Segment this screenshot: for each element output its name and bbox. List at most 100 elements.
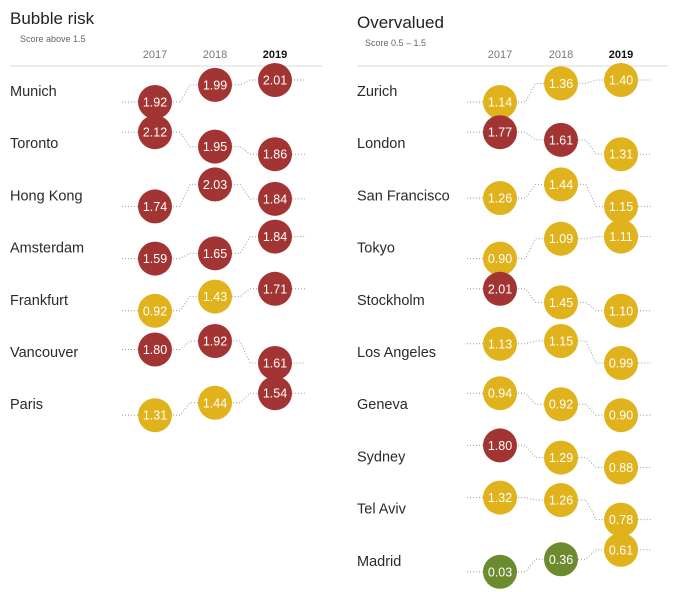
city-label: Hong Kong — [10, 188, 83, 204]
score-label: 1.71 — [263, 282, 287, 296]
score-bubble — [604, 532, 638, 567]
score-label: 1.14 — [488, 96, 512, 110]
score-label: 0.99 — [609, 357, 633, 371]
score-label: 1.44 — [203, 396, 227, 410]
score-label: 0.94 — [488, 387, 512, 401]
score-label: 1.99 — [203, 78, 227, 92]
score-label: 1.84 — [263, 192, 287, 206]
score-label: 2.01 — [488, 282, 512, 296]
score-bubble — [483, 181, 517, 216]
score-label: 1.84 — [263, 230, 287, 244]
score-label: 1.61 — [549, 133, 573, 147]
city-label: Frankfurt — [10, 293, 68, 309]
score-label: 0.61 — [609, 543, 633, 557]
row-toronto: Toronto 2.12 1.95 1.86 — [10, 115, 305, 172]
score-label: 1.61 — [263, 357, 287, 371]
score-label: 1.44 — [549, 178, 573, 192]
score-bubble — [483, 326, 517, 361]
row-los-angeles: Los Angeles 1.13 1.15 0.99 — [357, 324, 651, 380]
score-label: 0.92 — [143, 304, 167, 318]
score-label: 1.09 — [549, 232, 573, 246]
score-bubble — [604, 450, 638, 485]
score-label: 2.03 — [203, 178, 227, 192]
score-label: 1.45 — [549, 296, 573, 310]
city-label: Madrid — [357, 554, 401, 570]
year-label-2017: 2017 — [143, 49, 167, 61]
score-label: 1.77 — [488, 126, 512, 140]
score-bubble — [604, 346, 638, 380]
score-label: 1.31 — [609, 148, 633, 162]
score-bubble — [198, 324, 232, 358]
city-label: Vancouver — [10, 345, 78, 361]
row-madrid: Madrid 0.03 0.36 0.61 — [357, 532, 651, 589]
score-label: 1.15 — [549, 335, 573, 349]
score-bubble — [544, 483, 578, 518]
score-bubble — [258, 63, 292, 97]
score-bubble — [604, 398, 638, 433]
score-label: 1.36 — [549, 77, 573, 91]
score-bubble — [483, 376, 517, 411]
score-label: 1.15 — [609, 200, 633, 214]
score-bubble — [544, 542, 578, 577]
panel-subtitle: Score 0.5 – 1.5 — [365, 38, 426, 48]
score-bubble — [604, 219, 638, 254]
score-bubble — [483, 554, 517, 589]
score-bubble — [258, 219, 292, 254]
score-bubble — [544, 285, 578, 320]
score-bubble — [198, 67, 232, 102]
score-bubble — [544, 221, 578, 256]
row-frankfurt: Frankfurt 0.92 1.43 1.71 — [10, 271, 305, 328]
score-label: 0.90 — [609, 409, 633, 423]
score-label: 0.03 — [488, 565, 512, 579]
score-bubble — [544, 324, 578, 358]
city-label: Munich — [10, 84, 57, 100]
score-bubble — [604, 63, 638, 97]
score-bubble — [544, 122, 578, 157]
score-label: 1.86 — [263, 148, 287, 162]
score-bubble — [138, 241, 172, 276]
score-bubble — [138, 189, 172, 224]
score-bubble — [604, 189, 638, 224]
row-hong-kong: Hong Kong 1.74 2.03 1.84 — [10, 167, 305, 224]
year-label-2018: 2018 — [203, 49, 227, 61]
score-bubble — [138, 115, 172, 150]
row-tokyo: Tokyo 0.90 1.09 1.11 — [357, 219, 651, 276]
score-label: 1.80 — [143, 343, 167, 357]
score-bubble — [544, 387, 578, 422]
score-bubble — [483, 115, 517, 150]
score-bubble — [198, 385, 232, 420]
overvalued-panel: Overvalued Score 0.5 – 1.5 2017 2018 2019 Zur… — [357, 13, 668, 589]
panel-title: Bubble risk — [10, 9, 95, 28]
score-bubble — [138, 398, 172, 433]
score-label: 0.90 — [488, 252, 512, 266]
score-label: 1.65 — [203, 247, 227, 261]
year-label-2019: 2019 — [263, 49, 287, 61]
score-bubble — [258, 346, 292, 380]
city-label: Paris — [10, 397, 43, 413]
score-label: 1.59 — [143, 252, 167, 266]
score-label: 0.78 — [609, 513, 633, 527]
score-bubble — [544, 66, 578, 101]
city-label: Sydney — [357, 449, 406, 465]
score-label: 1.95 — [203, 140, 227, 154]
city-label: Tel Aviv — [357, 502, 407, 518]
row-geneva: Geneva 0.94 0.92 0.90 — [357, 376, 651, 433]
score-bubble — [258, 376, 292, 411]
score-label: 1.74 — [143, 200, 167, 214]
score-label: 1.26 — [549, 494, 573, 508]
score-label: 1.40 — [609, 74, 633, 88]
city-label: Geneva — [357, 397, 409, 413]
score-bubble — [483, 480, 517, 515]
score-bubble — [604, 502, 638, 537]
score-label: 1.80 — [488, 439, 512, 453]
row-amsterdam: Amsterdam 1.59 1.65 1.84 — [10, 219, 305, 276]
row-london: London 1.77 1.61 1.31 — [357, 115, 651, 172]
score-bubble — [198, 129, 232, 164]
score-bubble — [544, 440, 578, 475]
score-label: 2.01 — [263, 74, 287, 88]
city-label: Stockholm — [357, 293, 425, 309]
city-label: Los Angeles — [357, 345, 436, 361]
score-bubble — [198, 279, 232, 314]
score-bubble — [483, 271, 517, 306]
